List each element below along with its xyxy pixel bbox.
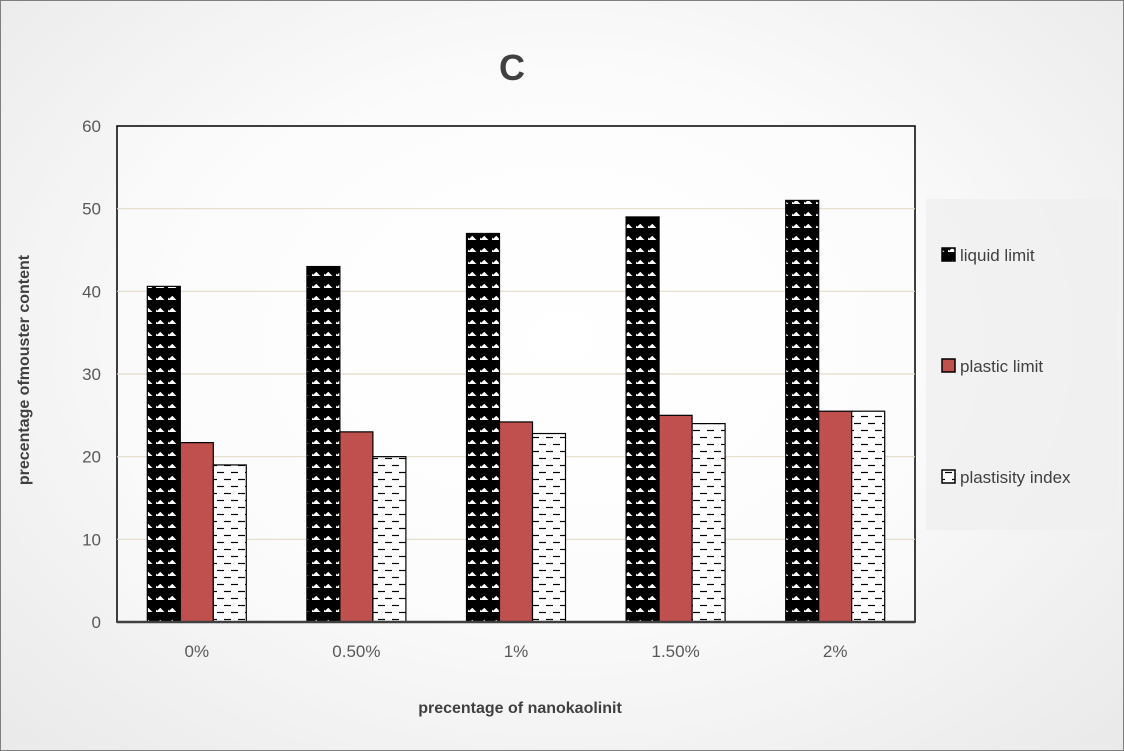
y-tick-label: 20: [82, 448, 101, 467]
legend-swatch-liquid-limit: [941, 247, 956, 262]
bar-plastic-limit-0: [179, 442, 214, 623]
bar-liquid-limit-4: [785, 199, 820, 623]
bar-plastic-limit-3: [658, 414, 693, 623]
legend: liquid limit plastic limit plastisity inde…: [926, 199, 1118, 530]
bar-plastic-limit-1: [339, 431, 374, 623]
x-tick-label: 0%: [185, 642, 210, 661]
y-tick-label: 10: [82, 530, 101, 549]
bar-plastic-limit-4: [818, 410, 853, 623]
bar-plastisity-index-1: [372, 456, 407, 623]
legend-label-plastisity-index: plastisity index: [960, 468, 1071, 487]
x-tick-label: 1%: [504, 642, 529, 661]
bar-plastisity-index-4: [851, 410, 886, 623]
y-axis-title: precentage ofmouster content: [16, 254, 33, 485]
bar-plastisity-index-3: [691, 423, 726, 623]
legend-swatch-plastic-limit: [941, 358, 956, 373]
bar-plastisity-index-0: [212, 464, 247, 623]
bars: [146, 199, 886, 623]
bar-plastisity-index-2: [531, 432, 567, 623]
y-tick-label: 50: [82, 200, 101, 219]
bar-liquid-limit-3: [625, 216, 660, 623]
y-tick-label: 30: [82, 365, 101, 384]
legend-label-liquid-limit: liquid limit: [960, 246, 1035, 265]
y-tick-label: 40: [82, 282, 101, 301]
bar-liquid-limit-2: [465, 232, 501, 623]
x-tick-label: 0.50%: [332, 642, 380, 661]
bar-plastic-limit-2: [498, 421, 534, 623]
y-tick-label: 60: [82, 117, 101, 136]
x-tick-labels: 0% 0.50% 1% 1.50% 2%: [185, 642, 848, 661]
y-tick-label: 0: [92, 613, 101, 632]
x-axis-title: precentage of nanokaolinit: [418, 700, 622, 717]
x-tick-label: 2%: [823, 642, 848, 661]
legend-box: [926, 199, 1118, 530]
chart-title: C: [499, 47, 525, 88]
legend-label-plastic-limit: plastic limit: [960, 357, 1043, 376]
bar-liquid-limit-1: [306, 265, 341, 623]
x-tick-label: 1.50%: [651, 642, 699, 661]
legend-swatch-plastisity-index: [941, 469, 956, 484]
y-tick-labels: 0 10 20 30 40 50 60: [82, 117, 101, 632]
bar-liquid-limit-0: [146, 285, 181, 623]
